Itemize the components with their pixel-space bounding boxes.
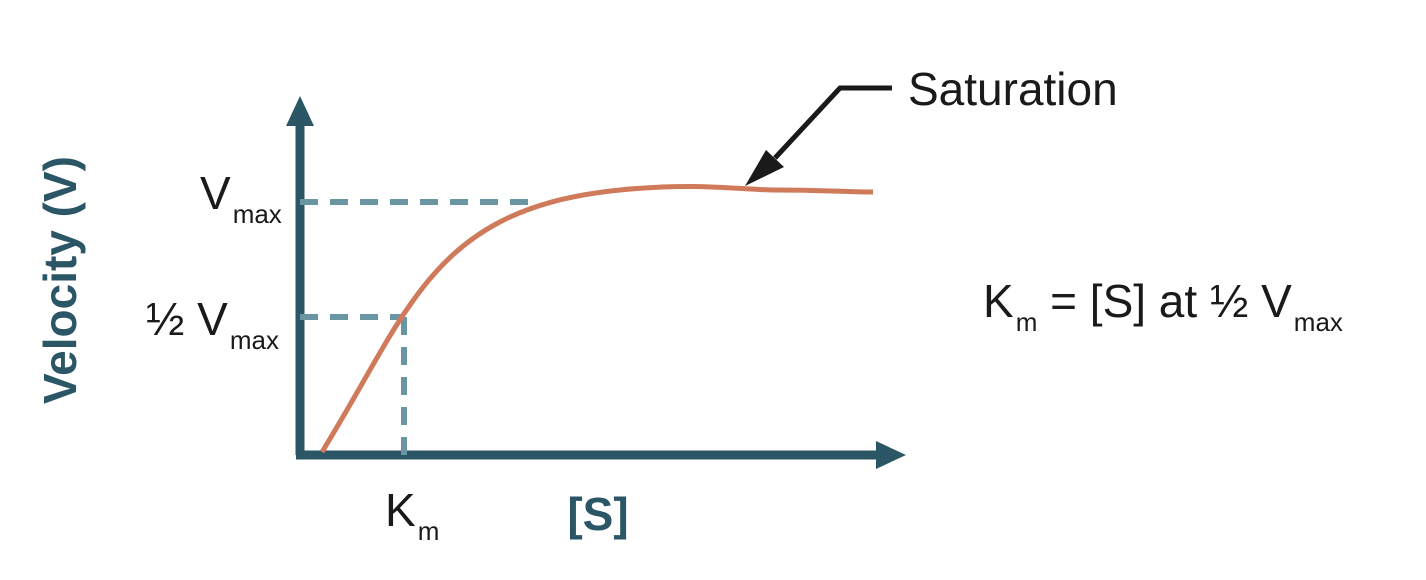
velocity-curve [319, 183, 874, 454]
y-axis-arrowhead [286, 96, 314, 126]
half-vmax-label: ½ Vmax [146, 296, 279, 363]
km-label: Km [385, 487, 439, 554]
vmax-label-main: V [200, 167, 231, 219]
km-equation-k: K [983, 275, 1014, 327]
y-axis-title: Velocity (V) [34, 156, 86, 404]
half-vmax-label-main: ½ V [146, 293, 228, 345]
saturation-pointer-arrowhead [745, 150, 784, 186]
km-equation-v-sub: max [1293, 307, 1343, 337]
km-label-main: K [385, 484, 416, 536]
km-label-sub: m [417, 516, 440, 546]
x-axis-title: [S] [567, 488, 629, 540]
km-equation-k-sub: m [1015, 307, 1038, 337]
km-equation: Km = [S] at ½ Vmax [983, 278, 1343, 345]
vmax-label-sub: max [232, 199, 282, 229]
half-vmax-label-sub: max [229, 325, 279, 355]
vmax-label: Vmax [200, 170, 282, 237]
x-axis-arrowhead [876, 441, 906, 469]
saturation-pointer-line [773, 85, 892, 160]
km-equation-middle: = [S] at ½ V [1037, 275, 1292, 327]
saturation-label: Saturation [908, 63, 1118, 115]
